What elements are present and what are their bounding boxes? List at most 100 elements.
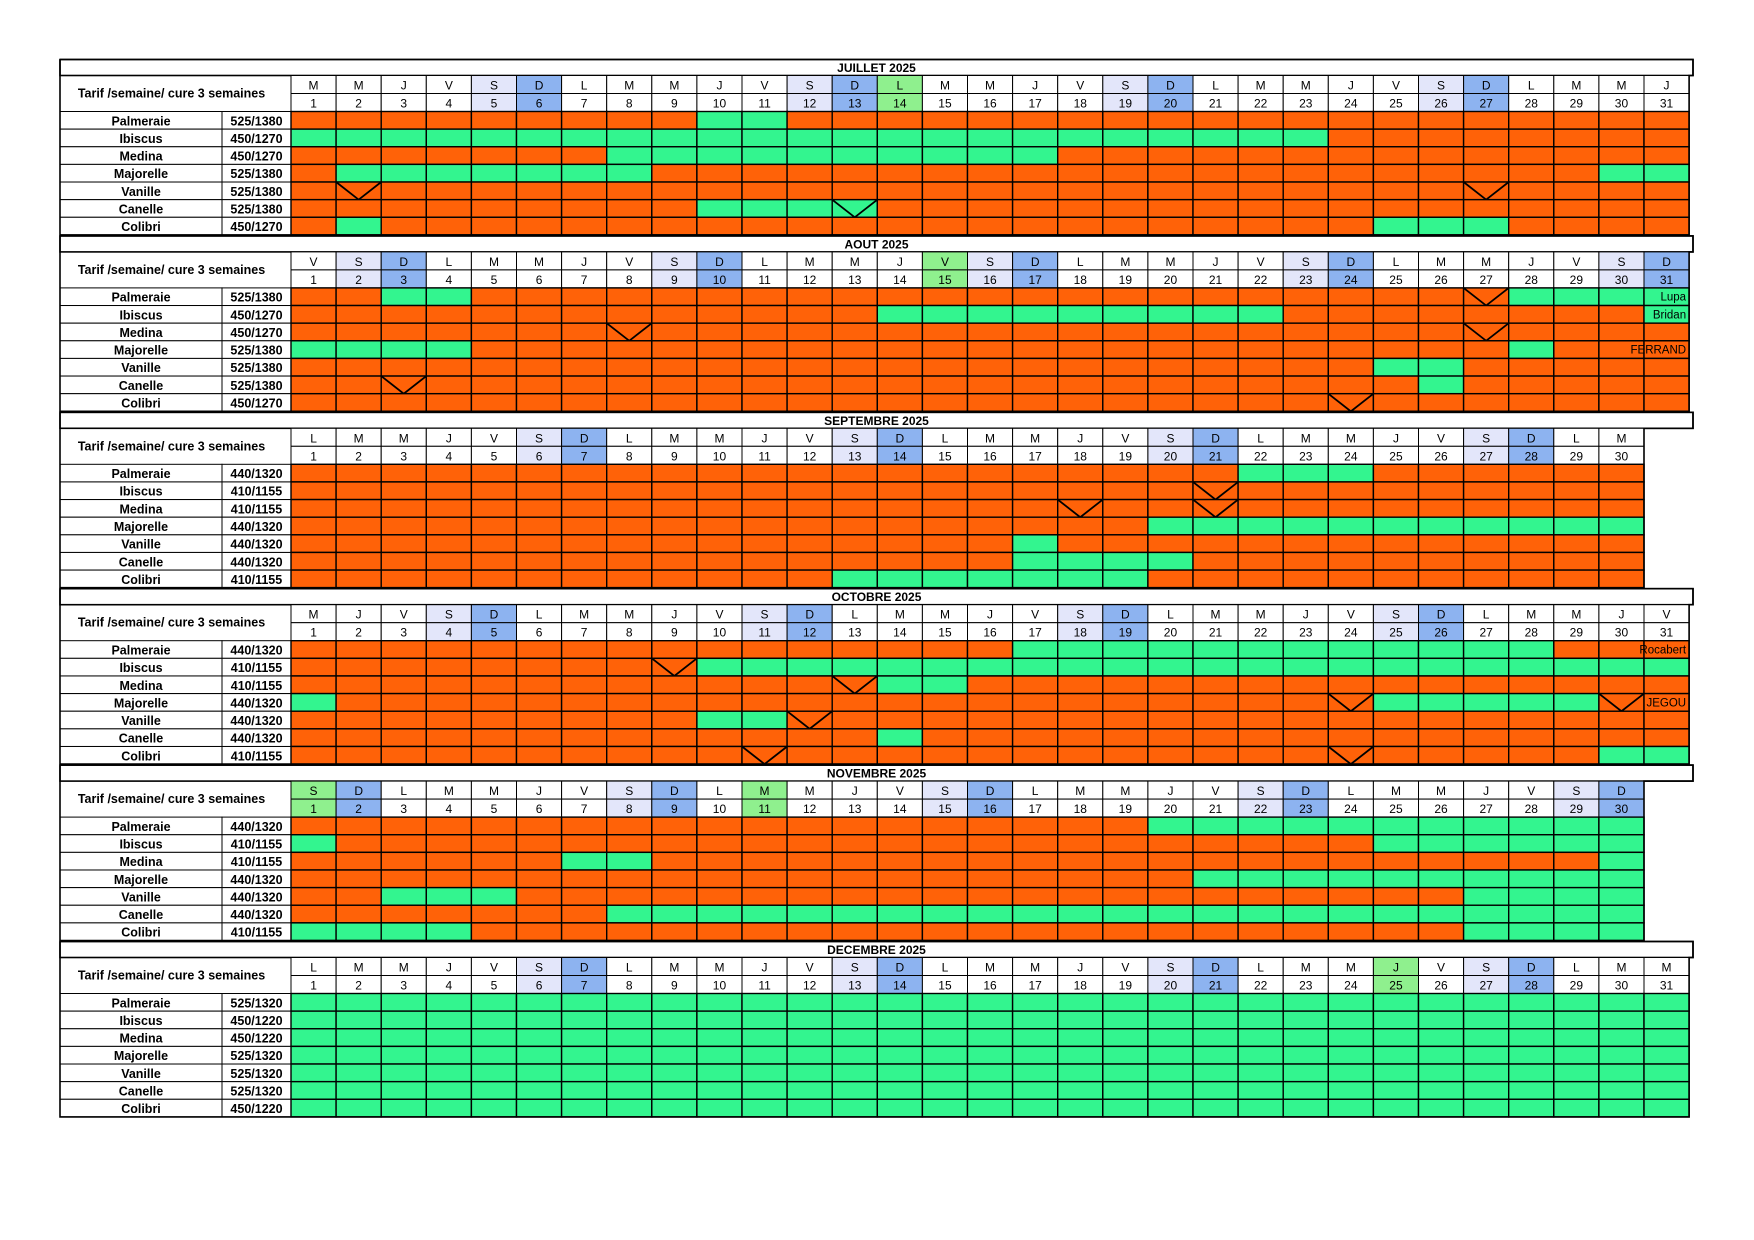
day-cell-booked bbox=[921, 745, 969, 765]
day-number: 20 bbox=[1164, 97, 1178, 111]
day-cell-available bbox=[515, 1080, 563, 1100]
day-cell-booked bbox=[380, 728, 428, 748]
day-cell-available bbox=[1147, 304, 1194, 324]
day-cell-booked bbox=[560, 657, 608, 677]
day-cell-available bbox=[1417, 640, 1465, 660]
day-cell-booked bbox=[651, 657, 698, 677]
day-cell-available bbox=[1553, 692, 1600, 712]
weekday-letter: D bbox=[1031, 255, 1040, 269]
day-cell-available bbox=[1102, 992, 1149, 1012]
day-cell-booked bbox=[741, 869, 788, 889]
day-cell-available bbox=[1417, 904, 1465, 924]
day-cell-booked bbox=[876, 340, 924, 360]
day-cell-booked bbox=[696, 357, 743, 377]
day-cell-booked bbox=[1147, 392, 1194, 413]
day-cell-booked bbox=[290, 498, 337, 518]
day-cell-available bbox=[1372, 1098, 1420, 1118]
day-cell-available bbox=[1192, 1045, 1239, 1065]
day-cell-booked bbox=[1011, 163, 1059, 183]
weekday-letter: S bbox=[1076, 608, 1084, 622]
day-cell-booked bbox=[560, 675, 608, 695]
day-cell-booked bbox=[425, 463, 473, 483]
day-cell-booked bbox=[966, 481, 1014, 501]
day-cell-booked bbox=[560, 922, 608, 942]
month-title: OCTOBRE 2025 bbox=[832, 590, 922, 604]
tarif-value: 440/1320 bbox=[230, 873, 282, 887]
weekday-letter: L bbox=[1167, 608, 1174, 622]
weekday-letter: M bbox=[1120, 255, 1130, 269]
day-cell-booked bbox=[380, 551, 428, 571]
day-cell-booked bbox=[1237, 392, 1284, 413]
tarif-value: 440/1320 bbox=[230, 520, 282, 534]
day-cell-booked bbox=[651, 834, 698, 854]
day-cell-booked bbox=[831, 675, 879, 695]
day-cell-available bbox=[1462, 1045, 1510, 1065]
day-cell-booked bbox=[831, 710, 879, 730]
day-number: 14 bbox=[893, 979, 907, 993]
day-cell-available bbox=[1598, 1098, 1645, 1118]
day-cell-available bbox=[921, 304, 969, 324]
day-cell-available bbox=[1327, 657, 1375, 677]
day-cell-available bbox=[1372, 1010, 1420, 1030]
day-cell-booked bbox=[335, 675, 382, 695]
day-cell-booked bbox=[1417, 728, 1465, 748]
day-cell-available bbox=[921, 1028, 969, 1048]
day-cell-booked bbox=[1147, 675, 1194, 695]
day-cell-booked bbox=[1056, 463, 1104, 483]
day-cell-available bbox=[786, 1028, 833, 1048]
accommodation-name: Palmeraie bbox=[111, 820, 170, 834]
day-cell-booked bbox=[876, 816, 924, 836]
day-cell-booked bbox=[606, 569, 653, 589]
day-cell-booked bbox=[335, 375, 382, 395]
day-cell-available bbox=[1147, 1080, 1194, 1100]
day-cell-booked bbox=[1192, 728, 1239, 748]
day-cell-available bbox=[921, 1063, 969, 1083]
day-cell-available bbox=[1598, 287, 1645, 307]
day-cell-available bbox=[966, 1028, 1014, 1048]
day-cell-booked bbox=[651, 498, 698, 518]
day-cell-booked bbox=[1327, 110, 1375, 130]
day-cell-available bbox=[1372, 692, 1420, 712]
day-number: 4 bbox=[446, 979, 453, 993]
day-cell-booked bbox=[470, 516, 518, 536]
day-cell-available bbox=[1553, 816, 1600, 836]
day-number: 16 bbox=[983, 449, 997, 463]
day-cell-available bbox=[1462, 640, 1510, 660]
day-cell-available bbox=[1327, 1098, 1375, 1118]
day-cell-available bbox=[786, 992, 833, 1012]
day-cell-booked bbox=[1282, 287, 1329, 307]
day-cell-booked bbox=[1462, 498, 1510, 518]
tarif-value: 410/1155 bbox=[231, 679, 282, 693]
day-number: 24 bbox=[1344, 979, 1358, 993]
accommodation-name: Medina bbox=[119, 150, 163, 164]
day-cell-booked bbox=[696, 163, 743, 183]
day-cell-available bbox=[1507, 869, 1555, 889]
day-cell-booked bbox=[741, 640, 788, 660]
day-cell-available bbox=[1282, 1098, 1329, 1118]
weekday-letter: D bbox=[805, 608, 814, 622]
day-cell-available bbox=[1327, 1045, 1375, 1065]
day-cell-booked bbox=[1102, 287, 1149, 307]
day-cell-booked bbox=[470, 304, 518, 324]
day-cell-available bbox=[335, 1063, 382, 1083]
day-cell-available bbox=[1237, 304, 1284, 324]
day-cell-available bbox=[741, 1063, 788, 1083]
day-cell-available bbox=[1462, 816, 1510, 836]
weekday-letter: J bbox=[671, 608, 677, 622]
day-number: 21 bbox=[1209, 626, 1223, 640]
day-cell-booked bbox=[1507, 569, 1555, 589]
weekday-letter: M bbox=[579, 608, 589, 622]
day-cell-booked bbox=[1462, 198, 1510, 218]
day-cell-available bbox=[1417, 1098, 1465, 1118]
day-cell-booked bbox=[560, 304, 608, 324]
day-cell-booked bbox=[515, 886, 563, 906]
day-cell-booked bbox=[425, 304, 473, 324]
weekday-letter: L bbox=[1212, 79, 1219, 93]
day-cell-booked bbox=[1553, 216, 1600, 236]
day-cell-available bbox=[1462, 1010, 1510, 1030]
day-number: 14 bbox=[893, 273, 907, 287]
day-number: 14 bbox=[893, 449, 907, 463]
day-number: 13 bbox=[848, 273, 862, 287]
day-cell-booked bbox=[696, 922, 743, 942]
day-cell-booked bbox=[921, 110, 969, 130]
